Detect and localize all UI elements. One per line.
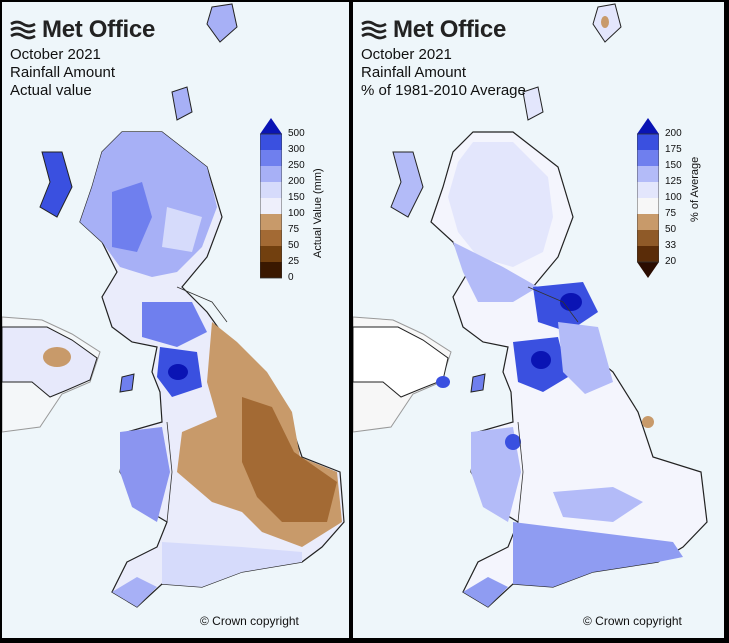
- brand-name: Met Office: [42, 16, 156, 43]
- colorbar-swatch: [637, 198, 659, 214]
- legend-tick: 125: [665, 176, 682, 187]
- legend-tick: 200: [665, 128, 682, 139]
- legend-tick: 75: [288, 224, 300, 235]
- uk-rainfall-actual-map: [2, 3, 345, 608]
- map-title: October 2021 Rainfall Amount Actual valu…: [10, 46, 115, 100]
- colorbar-swatch: [637, 166, 659, 182]
- title-line: Rainfall Amount: [361, 64, 467, 81]
- legend-tick: 0: [288, 272, 294, 283]
- colorbar-swatch: [637, 214, 659, 230]
- legend-tick: 175: [665, 144, 682, 155]
- title-line: Actual value: [10, 82, 92, 99]
- copyright-notice: © Crown copyright: [583, 614, 682, 628]
- colorbar-scale: [637, 118, 659, 278]
- met-office-logo: Met Office: [10, 16, 155, 44]
- panel-actual-value: Met Office October 2021 Rainfall Amount …: [2, 2, 349, 638]
- colorbar-swatch: [260, 134, 282, 150]
- met-office-logo: Met Office: [361, 16, 506, 44]
- colorbar-swatch-top: [260, 118, 282, 134]
- colorbar-swatch: [260, 198, 282, 214]
- legend-tick: 20: [665, 256, 677, 267]
- legend-tick: 300: [288, 144, 305, 155]
- legend-tick: 33: [665, 240, 677, 251]
- colorbar-scale: [260, 118, 282, 279]
- title-line: Rainfall Amount: [10, 64, 116, 81]
- colorbar-swatch: [260, 166, 282, 182]
- colorbar-swatch: [637, 230, 659, 246]
- colorbar-swatch: [260, 246, 282, 262]
- brand-name: Met Office: [393, 16, 507, 43]
- legend-tick: 25: [288, 256, 300, 267]
- legend-tick: 500: [288, 128, 305, 139]
- legend-colorbar: 500 300 250 200 150 100 75 50 25 0 Actua…: [260, 118, 324, 283]
- map-title: October 2021 Rainfall Amount % of 1981-2…: [361, 46, 526, 100]
- colorbar-swatch: [260, 182, 282, 198]
- legend-tick: 150: [665, 160, 682, 171]
- colorbar-swatch: [260, 150, 282, 166]
- legend-tick: 200: [288, 176, 305, 187]
- legend-label: Actual Value (mm): [312, 168, 324, 258]
- legend-tick: 50: [665, 224, 677, 235]
- title-line: October 2021: [10, 46, 101, 63]
- title-line: October 2021: [361, 46, 452, 63]
- legend-tick: 150: [288, 192, 305, 203]
- legend-colorbar: 200 175 150 125 100 75 50 33 20 % of Ave…: [637, 118, 701, 282]
- colorbar-swatch-bottom: [637, 262, 659, 278]
- legend-tick: 50: [288, 240, 300, 251]
- copyright-notice: © Crown copyright: [200, 614, 299, 628]
- legend-tick: 100: [288, 208, 305, 219]
- colorbar-swatch-top: [637, 118, 659, 134]
- title-line: % of 1981-2010 Average: [361, 82, 526, 99]
- colorbar-swatch: [637, 134, 659, 150]
- panel-percent-average: Met Office October 2021 Rainfall Amount …: [353, 2, 724, 638]
- colorbar-swatch: [637, 246, 659, 262]
- legend-tick: 75: [665, 208, 677, 219]
- colorbar-swatch: [260, 230, 282, 246]
- legend-label: % of Average: [689, 156, 701, 222]
- legend-tick: 100: [665, 192, 682, 203]
- met-office-logo-icon: [10, 20, 36, 40]
- colorbar-swatch: [260, 262, 282, 278]
- colorbar-swatch: [260, 214, 282, 230]
- colorbar-swatch: [637, 182, 659, 198]
- legend-tick: 250: [288, 160, 305, 171]
- colorbar-swatch: [637, 150, 659, 166]
- met-office-logo-icon: [361, 20, 387, 40]
- uk-rainfall-percent-map: [353, 3, 708, 608]
